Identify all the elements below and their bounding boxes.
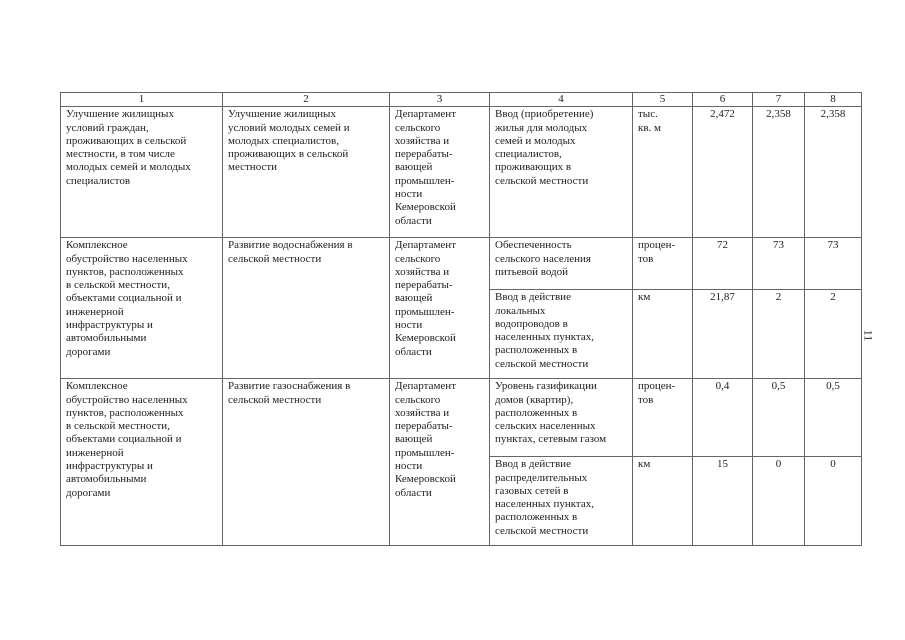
indicator-name: Уровень газификации домов (квартир), рас… [489, 378, 633, 458]
value-col6: 15 [692, 456, 753, 547]
column-header: 5 [632, 91, 693, 108]
value-col6: 2,472 [692, 106, 753, 239]
table-row: Ввод в действие локальных водопроводов в… [61, 289, 862, 380]
goal-cell: Улучшение жилищных условий граждан, прож… [60, 106, 223, 239]
goal-cell: Комплексное обустройство населенных пунк… [60, 378, 223, 547]
table-row: Комплексное обустройство населенных пунк… [60, 378, 862, 547]
task-cell: Развитие газоснабжения в сельской местно… [222, 378, 390, 547]
table-row: Ввод в действие распределительных газовы… [61, 456, 862, 547]
value-col8: 0,5 [804, 378, 862, 458]
column-header: 3 [389, 91, 490, 108]
value-col6: 72 [692, 237, 753, 291]
value-col7: 0,5 [752, 378, 805, 458]
indicator-unit: процен- тов [632, 237, 693, 291]
indicator-unit: км [632, 456, 693, 547]
value-col7: 2 [752, 289, 805, 380]
column-header: 4 [489, 91, 633, 108]
program-indicators-table: 1 2 3 4 5 6 7 8 Улучшение жилищных услов… [60, 91, 862, 547]
column-header: 7 [752, 91, 805, 108]
value-col8: 0 [804, 456, 862, 547]
value-col6: 21,87 [692, 289, 753, 380]
table-row: Комплексное обустройство населенных пунк… [60, 237, 862, 380]
task-cell: Развитие водоснабжения в сельской местно… [222, 237, 390, 380]
column-header: 6 [692, 91, 753, 108]
value-col6: 0,4 [692, 378, 753, 458]
indicator-unit: км [632, 289, 693, 380]
indicator-name: Ввод в действие локальных водопроводов в… [489, 289, 633, 380]
executor-cell: Департамент сельского хозяйства и перера… [389, 378, 490, 547]
indicator-name: Обеспеченность сельского населения питье… [489, 237, 633, 291]
value-col7: 2,358 [752, 106, 805, 239]
value-col8: 2 [804, 289, 862, 380]
goal-cell: Комплексное обустройство населенных пунк… [60, 237, 223, 380]
value-col8: 73 [804, 237, 862, 291]
table-row: Улучшение жилищных условий граждан, прож… [60, 106, 862, 239]
value-col7: 0 [752, 456, 805, 547]
value-col7: 73 [752, 237, 805, 291]
indicator-name: Ввод в действие распределительных газовы… [489, 456, 633, 547]
task-cell: Улучшение жилищных условий молодых семей… [222, 106, 390, 239]
value-col8: 2,358 [804, 106, 862, 239]
column-header: 8 [804, 91, 862, 108]
indicator-name: Ввод (приобретение) жилья для молодых се… [489, 106, 633, 239]
executor-cell: Департамент сельского хозяйства и перера… [389, 106, 490, 239]
indicator-unit: процен- тов [632, 378, 693, 458]
column-header: 1 [60, 91, 223, 108]
column-header: 2 [222, 91, 390, 108]
header-row: 1 2 3 4 5 6 7 8 [60, 91, 862, 108]
executor-cell: Департамент сельского хозяйства и перера… [389, 237, 490, 380]
indicator-unit: тыс. кв. м [632, 106, 693, 239]
page-number: 11 [861, 329, 876, 342]
